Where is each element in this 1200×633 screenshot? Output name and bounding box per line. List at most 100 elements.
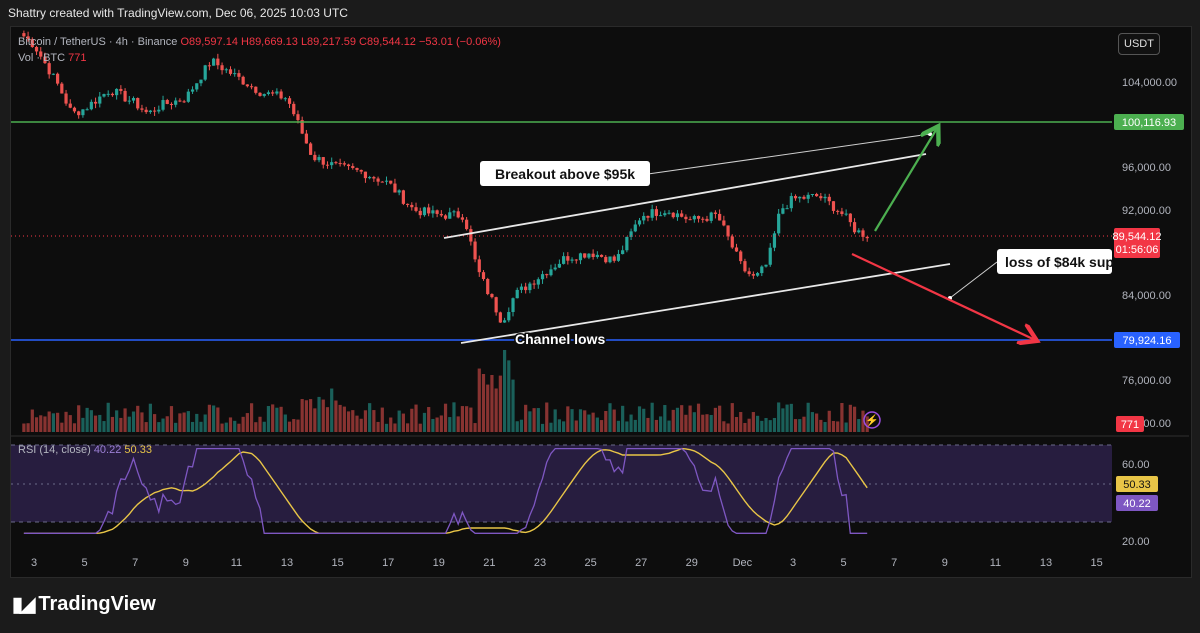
rsi-ma-tag [1116, 476, 1158, 492]
volume-legend[interactable]: Vol · BTC 771 [18, 52, 87, 64]
candle-body [642, 215, 646, 221]
candle-body [680, 213, 684, 217]
volume-bar [755, 415, 760, 432]
volume-bar [68, 415, 72, 432]
volume-bar [427, 407, 431, 432]
candle-body [203, 65, 207, 80]
time-tick-label: 15 [331, 557, 343, 569]
candle-body [747, 271, 751, 275]
volume-bar [178, 413, 182, 432]
volume-bar [51, 413, 55, 432]
candle-body [549, 269, 553, 276]
candle-body [334, 162, 338, 164]
volume-bar [831, 420, 836, 432]
candle-body [351, 166, 355, 169]
volume-bar [127, 416, 131, 432]
candle-body [701, 218, 705, 220]
volume-bar [692, 412, 696, 432]
candle-body [667, 212, 671, 214]
volume-bar [785, 404, 789, 432]
volume-bar [823, 422, 827, 432]
rsi-ma-tag-text: 50.33 [1123, 479, 1151, 491]
candle-body [511, 298, 515, 313]
volume-bar [216, 407, 220, 432]
candle-body [768, 247, 772, 265]
support-price-tag [1114, 332, 1180, 348]
candle-body [629, 231, 633, 237]
candle-body [279, 91, 283, 99]
volume-bar [608, 403, 612, 432]
volume-bar [557, 419, 561, 432]
volume-bar [848, 404, 852, 432]
candle-body [258, 92, 262, 96]
volume-bar [663, 405, 667, 432]
lightning-icon[interactable] [863, 411, 881, 429]
candle-body [777, 213, 781, 234]
symbol-legend[interactable]: Bitcoin / TetherUS · 4h · Binance O89,59… [18, 36, 501, 48]
volume-bar [212, 405, 216, 432]
bullish-arrow[interactable] [874, 130, 936, 232]
channel-lower-line[interactable] [460, 263, 951, 344]
candle-body [195, 83, 199, 90]
candle-body [346, 164, 351, 167]
volume-bar [363, 410, 368, 432]
volume-bar [435, 417, 439, 432]
volume-bar [768, 420, 772, 432]
candle-body [743, 261, 747, 272]
volume-bar [186, 411, 190, 432]
volume-bar [865, 416, 869, 432]
volume-bar [422, 412, 427, 432]
candle-body [515, 289, 519, 299]
candle-body [22, 33, 26, 37]
candle-body [831, 201, 836, 211]
candle-body [410, 204, 414, 208]
candle-body [616, 254, 621, 261]
volume-bar [418, 423, 422, 432]
candle-body [713, 212, 718, 214]
candle-body [528, 283, 532, 291]
price-tick-label: 84,000.00 [1122, 290, 1171, 302]
candle-body [857, 230, 861, 233]
bearish-arrow[interactable] [851, 253, 1033, 339]
candle-body [304, 133, 308, 144]
candle-body [553, 267, 557, 270]
volume-bar [511, 379, 515, 432]
candle-body [646, 215, 650, 218]
time-tick-label: 13 [1040, 557, 1052, 569]
time-axis[interactable]: 3 5 7 9 11 13 15 17 19 21 23 25 27 29 Dec 3 5 7 9 11 13 15 [31, 557, 1103, 569]
volume-bar [102, 421, 106, 432]
currency-button[interactable]: USDT [1118, 33, 1160, 55]
rsi-tag [1116, 495, 1158, 511]
volume-bar [296, 419, 300, 432]
candle-body [852, 222, 857, 233]
loss-label-box[interactable] [997, 249, 1112, 274]
candle-body [519, 286, 524, 290]
candle-body [599, 254, 604, 257]
volume-bar [604, 410, 608, 432]
volume-bars [22, 349, 869, 432]
candle-body [93, 101, 98, 104]
volume-bar [157, 422, 161, 432]
volume-bar [591, 412, 595, 432]
volume-bar [789, 403, 793, 432]
rsi-tick-label: 20.00 [1122, 536, 1150, 548]
volume-bar [536, 408, 540, 432]
candle-body [848, 213, 852, 223]
candle-body [431, 210, 435, 214]
candle-body [798, 196, 802, 199]
rsi-legend[interactable]: RSI (14, close) 40.22 50.33 [18, 444, 152, 456]
candle-body [587, 253, 591, 258]
candle-body [755, 273, 760, 276]
breakout-label-box[interactable] [480, 161, 650, 186]
candle-body [658, 215, 663, 217]
channel-upper-line[interactable] [443, 153, 927, 239]
volume-bar [207, 404, 212, 432]
time-tick-label: 27 [635, 557, 647, 569]
volume-bar [688, 405, 692, 432]
volume-bar [325, 407, 330, 432]
candle-body [751, 274, 755, 276]
volume-bar [477, 368, 481, 432]
tradingview-logo[interactable]: ▮◢ TradingView [12, 592, 156, 617]
volume-bar [671, 409, 675, 432]
